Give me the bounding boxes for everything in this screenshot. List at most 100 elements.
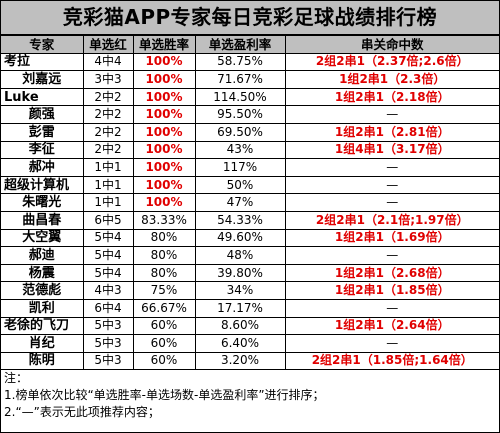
expert-name-cell: 凯利 — [1, 298, 84, 318]
parlay-hits-cell: — — [284, 175, 499, 195]
single-profit-rate-cell: 43% — [194, 140, 286, 160]
parlay-hits-cell: 1组2串1（2.18倍） — [284, 87, 499, 107]
single-win-rate-cell: 66.67% — [132, 298, 196, 318]
single-win-rate-cell: 83.33% — [132, 210, 196, 230]
parlay-hits-cell: 2组2串1（2.1倍;1.97倍） — [284, 210, 499, 230]
single-win-rate-cell: 100% — [132, 105, 196, 124]
parlay-hits-cell: — — [284, 193, 499, 212]
parlay-hits-cell: 1组2串1（2.81倍） — [284, 122, 499, 142]
table-row: 大空翼 5中4 80% 49.60% 1组2串1（1.69倍） — [1, 228, 499, 248]
single-profit-rate-cell: 39.80% — [194, 263, 286, 283]
header-single-red: 单选红 — [82, 35, 134, 54]
single-win-rate-cell: 100% — [132, 70, 196, 89]
single-red-cell: 4中3 — [82, 281, 134, 300]
single-profit-rate-cell: 117% — [194, 158, 286, 177]
single-red-cell: 1中1 — [82, 158, 134, 177]
single-win-rate-cell: 60% — [132, 351, 196, 371]
table-row: 郝冲 1中1 100% 117% — — [1, 158, 499, 177]
parlay-hits-cell: — — [284, 105, 499, 124]
single-red-cell: 4中4 — [82, 52, 134, 72]
expert-name-cell: 大空翼 — [1, 228, 84, 248]
expert-name-cell: 范德彪 — [1, 281, 84, 300]
expert-name-cell: 郝冲 — [1, 158, 84, 177]
board-title: 竞彩猫APP专家每日竞彩足球战绩排行榜 — [1, 1, 499, 35]
single-red-cell: 5中4 — [82, 263, 134, 283]
single-win-rate-cell: 100% — [132, 122, 196, 142]
expert-name-cell: 超级计算机 — [1, 175, 84, 195]
table-row: 曲昌春 6中5 83.33% 54.33% 2组2串1（2.1倍;1.97倍） — [1, 210, 499, 230]
single-profit-rate-cell: 6.40% — [194, 334, 286, 353]
single-win-rate-cell: 100% — [132, 193, 196, 212]
single-red-cell: 1中1 — [82, 193, 134, 212]
single-win-rate-cell: 60% — [132, 334, 196, 353]
expert-name-cell: 刘嘉远 — [1, 70, 84, 89]
single-red-cell: 5中4 — [82, 246, 134, 265]
expert-name-cell: 肖纪 — [1, 334, 84, 353]
expert-name-cell: 颜强 — [1, 105, 84, 124]
header-single-win-rate: 单选胜率 — [132, 35, 196, 54]
ranking-table: 专家 单选红 单选胜率 单选盈利率 串关命中数 考拉 4中4 100% 58.75% 2… — [1, 35, 499, 371]
table-row: 颜强 2中2 100% 95.50% — — [1, 105, 499, 124]
expert-name-cell: 考拉 — [1, 52, 84, 72]
single-red-cell: 5中4 — [82, 228, 134, 248]
table-row: 肖纪 5中3 60% 6.40% — — [1, 334, 499, 353]
notes: 注： 1.榜单依次比较“单选胜率-单选场数-单选盈利率”进行排序； 2.“—”表… — [1, 370, 499, 421]
single-profit-rate-cell: 8.60% — [194, 316, 286, 336]
single-red-cell: 2中2 — [82, 140, 134, 160]
single-profit-rate-cell: 48% — [194, 246, 286, 265]
parlay-hits-cell: 2组2串1（2.37倍;2.6倍） — [284, 52, 499, 72]
notes-line-2: 2.“—”表示无此项推荐内容； — [4, 405, 160, 420]
table-row: Luke 2中2 100% 114.50% 1组2串1（2.18倍） — [1, 87, 499, 107]
single-red-cell: 6中5 — [82, 210, 134, 230]
parlay-hits-cell: 2组2串1（1.85倍;1.64倍） — [284, 351, 499, 371]
single-win-rate-cell: 60% — [132, 316, 196, 336]
table-row: 超级计算机 1中1 100% 50% — — [1, 175, 499, 195]
table-row: 杨震 5中4 80% 39.80% 1组2串1（2.68倍） — [1, 263, 499, 283]
parlay-hits-cell: — — [284, 334, 499, 353]
single-win-rate-cell: 100% — [132, 140, 196, 160]
expert-name-cell: 彭雷 — [1, 122, 84, 142]
notes-label: 注： — [4, 371, 29, 386]
single-red-cell: 5中3 — [82, 351, 134, 371]
single-win-rate-cell: 100% — [132, 87, 196, 107]
single-profit-rate-cell: 3.20% — [194, 351, 286, 371]
single-red-cell: 2中2 — [82, 105, 134, 124]
single-red-cell: 5中3 — [82, 334, 134, 353]
expert-name-cell: 朱曙光 — [1, 193, 84, 212]
header-single-profit-rate: 单选盈利率 — [194, 35, 286, 54]
single-profit-rate-cell: 17.17% — [194, 298, 286, 318]
single-profit-rate-cell: 34% — [194, 281, 286, 300]
single-red-cell: 6中4 — [82, 298, 134, 318]
parlay-hits-cell: 1组4串1（3.17倍） — [284, 140, 499, 160]
expert-name-cell: 郝迪 — [1, 246, 84, 265]
single-win-rate-cell: 80% — [132, 228, 196, 248]
single-win-rate-cell: 80% — [132, 246, 196, 265]
table-row: 李征 2中2 100% 43% 1组4串1（3.17倍） — [1, 140, 499, 160]
header-parlay-hits: 串关命中数 — [284, 35, 499, 54]
single-profit-rate-cell: 71.67% — [194, 70, 286, 89]
parlay-hits-cell: 1组2串1（2.3倍） — [284, 70, 499, 89]
parlay-hits-cell: 1组2串1（2.64倍） — [284, 316, 499, 336]
table-row: 范德彪 4中3 75% 34% 1组2串1（1.85倍） — [1, 281, 499, 300]
parlay-hits-cell: 1组2串1（2.68倍） — [284, 263, 499, 283]
single-red-cell: 2中2 — [82, 122, 134, 142]
table-row: 郝迪 5中4 80% 48% — — [1, 246, 499, 265]
expert-name-cell: 杨震 — [1, 263, 84, 283]
table-row: 陈明 5中3 60% 3.20% 2组2串1（1.85倍;1.64倍） — [1, 351, 499, 371]
table-row: 朱曙光 1中1 100% 47% — — [1, 193, 499, 212]
expert-name-cell: 老徐的飞刀 — [1, 316, 84, 336]
notes-line-1: 1.榜单依次比较“单选胜率-单选场数-单选盈利率”进行排序； — [4, 388, 325, 403]
single-win-rate-cell: 100% — [132, 175, 196, 195]
table-row: 刘嘉远 3中3 100% 71.67% 1组2串1（2.3倍） — [1, 70, 499, 89]
table-header-row: 专家 单选红 单选胜率 单选盈利率 串关命中数 — [1, 35, 499, 54]
single-profit-rate-cell: 69.50% — [194, 122, 286, 142]
expert-name-cell: 曲昌春 — [1, 210, 84, 230]
single-win-rate-cell: 100% — [132, 158, 196, 177]
single-profit-rate-cell: 47% — [194, 193, 286, 212]
expert-name-cell: 陈明 — [1, 351, 84, 371]
table-row: 彭雷 2中2 100% 69.50% 1组2串1（2.81倍） — [1, 122, 499, 142]
table-row: 老徐的飞刀 5中3 60% 8.60% 1组2串1（2.64倍） — [1, 316, 499, 336]
table-row: 考拉 4中4 100% 58.75% 2组2串1（2.37倍;2.6倍） — [1, 52, 499, 72]
single-red-cell: 5中3 — [82, 316, 134, 336]
